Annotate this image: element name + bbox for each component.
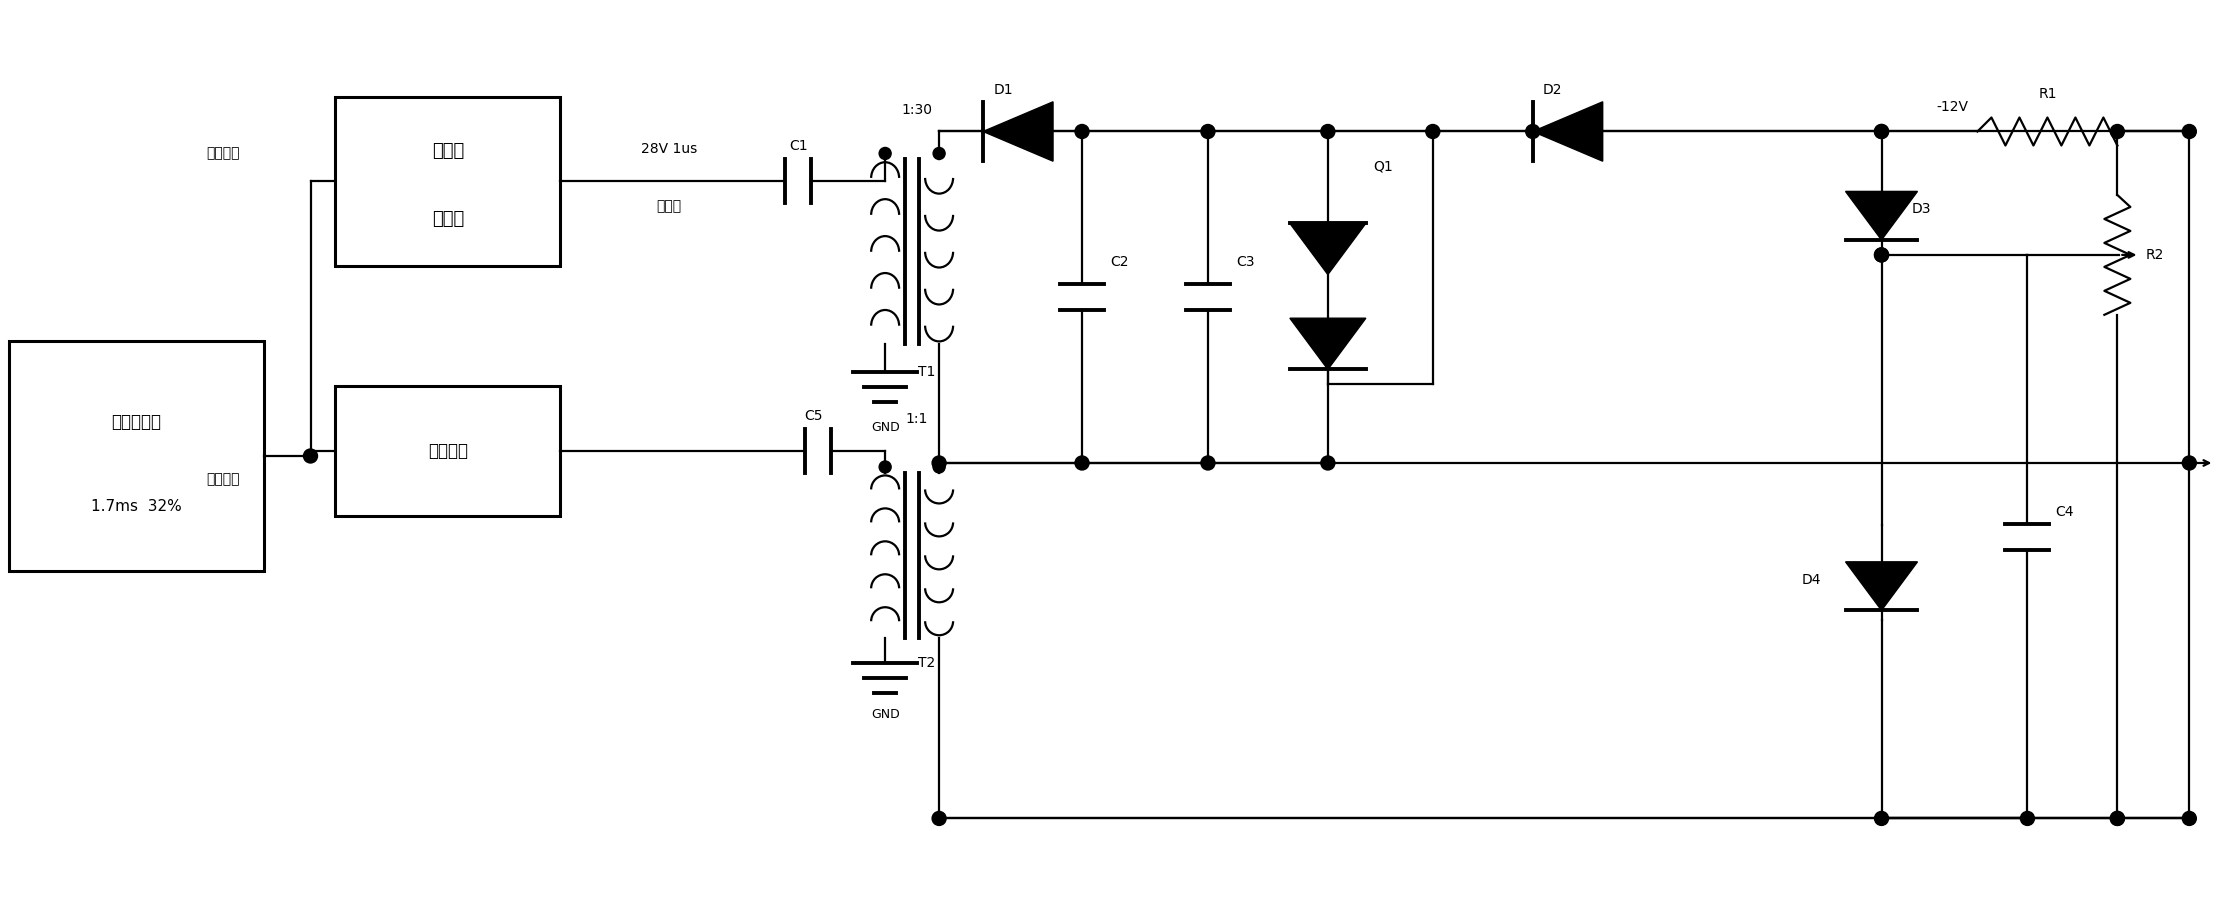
- Polygon shape: [983, 102, 1054, 161]
- Circle shape: [2110, 124, 2124, 139]
- Circle shape: [1074, 456, 1090, 470]
- Circle shape: [1875, 812, 1888, 825]
- Bar: [335, 96, 561, 267]
- Circle shape: [2181, 124, 2197, 139]
- Circle shape: [1320, 124, 1336, 139]
- Text: T2: T2: [919, 656, 936, 669]
- Circle shape: [879, 148, 892, 159]
- Text: T1: T1: [919, 365, 936, 379]
- Circle shape: [2110, 812, 2124, 825]
- Circle shape: [2181, 812, 2197, 825]
- Polygon shape: [1289, 223, 1367, 275]
- Circle shape: [1200, 124, 1216, 139]
- Circle shape: [2181, 456, 2197, 470]
- Circle shape: [1200, 456, 1216, 470]
- Circle shape: [304, 449, 317, 463]
- Circle shape: [1527, 124, 1540, 139]
- Circle shape: [1427, 124, 1440, 139]
- Circle shape: [932, 456, 945, 470]
- Text: R2: R2: [2146, 248, 2164, 262]
- Circle shape: [1074, 124, 1090, 139]
- Text: C5: C5: [803, 409, 823, 423]
- Bar: [335, 387, 561, 516]
- Text: D2: D2: [1542, 83, 1562, 96]
- Text: 28V 1us: 28V 1us: [641, 142, 697, 157]
- Text: 1:1: 1:1: [905, 412, 928, 426]
- Text: C2: C2: [1110, 255, 1129, 269]
- Text: C4: C4: [2055, 505, 2075, 519]
- Text: 脉冲前沿: 脉冲前沿: [206, 147, 240, 160]
- Circle shape: [934, 461, 945, 473]
- Text: 1.7ms  32%: 1.7ms 32%: [91, 499, 182, 514]
- Text: 负脉冲: 负脉冲: [657, 199, 681, 214]
- Circle shape: [932, 812, 945, 825]
- Text: 发生器: 发生器: [433, 210, 464, 228]
- Circle shape: [1875, 248, 1888, 262]
- Text: C3: C3: [1236, 255, 1254, 269]
- Text: R1: R1: [2039, 86, 2057, 101]
- Circle shape: [1320, 456, 1336, 470]
- Polygon shape: [1289, 318, 1367, 369]
- Circle shape: [1875, 124, 1888, 139]
- Circle shape: [1875, 124, 1888, 139]
- Text: Q1: Q1: [1374, 159, 1394, 173]
- Text: 负脉冲: 负脉冲: [433, 141, 464, 159]
- Text: -12V: -12V: [1937, 99, 1968, 114]
- Text: 驱动电路: 驱动电路: [428, 442, 468, 460]
- Circle shape: [2022, 812, 2035, 825]
- Text: 脉冲发生器: 脉冲发生器: [111, 413, 162, 431]
- Circle shape: [934, 148, 945, 159]
- Text: 1:30: 1:30: [901, 103, 932, 116]
- Text: GND: GND: [870, 421, 899, 433]
- Circle shape: [1875, 248, 1888, 262]
- Circle shape: [2110, 812, 2124, 825]
- Text: GND: GND: [870, 708, 899, 721]
- Text: C1: C1: [790, 140, 808, 153]
- Polygon shape: [1846, 562, 1917, 610]
- Bar: [9, 341, 264, 571]
- Polygon shape: [1846, 191, 1917, 240]
- Polygon shape: [1533, 102, 1602, 161]
- Text: 脉冲后沿: 脉冲后沿: [206, 472, 240, 486]
- Text: D3: D3: [1911, 203, 1931, 216]
- Text: D1: D1: [994, 83, 1012, 96]
- Circle shape: [879, 461, 892, 473]
- Text: D4: D4: [1802, 573, 1822, 587]
